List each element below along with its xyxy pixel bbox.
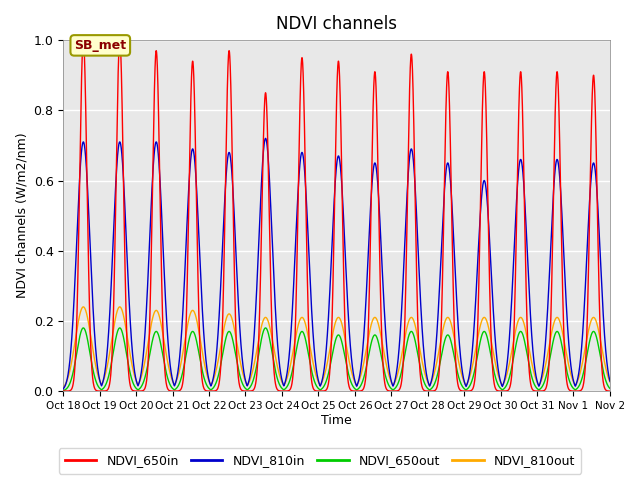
Legend: NDVI_650in, NDVI_810in, NDVI_650out, NDVI_810out: NDVI_650in, NDVI_810in, NDVI_650out, NDV…: [59, 448, 581, 474]
Title: NDVI channels: NDVI channels: [276, 15, 397, 33]
Y-axis label: NDVI channels (W/m2/nm): NDVI channels (W/m2/nm): [15, 133, 28, 299]
Text: SB_met: SB_met: [74, 39, 126, 52]
X-axis label: Time: Time: [321, 414, 352, 427]
